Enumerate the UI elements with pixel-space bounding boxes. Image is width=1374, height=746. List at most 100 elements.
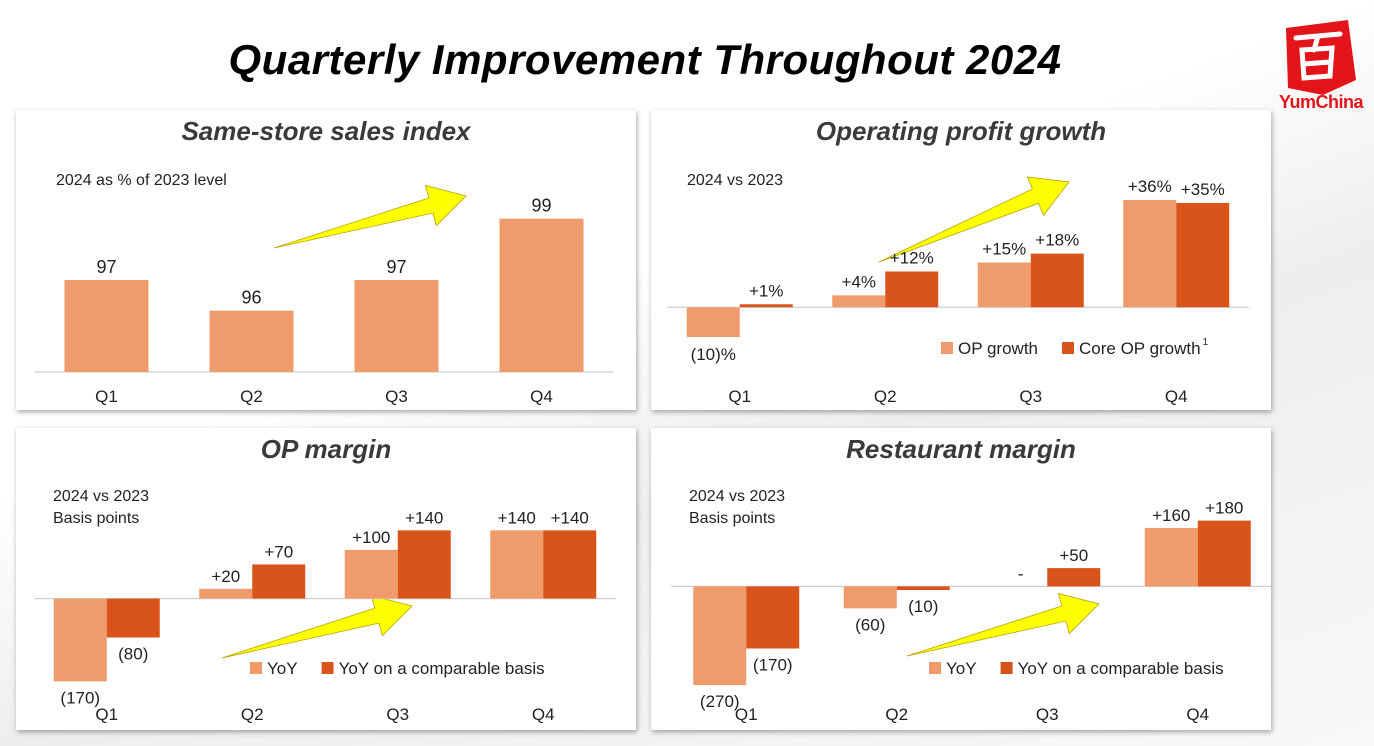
data-label: +4%: [842, 272, 877, 291]
data-label: +1%: [749, 281, 784, 300]
category-label: Q4: [1165, 387, 1188, 406]
data-label: (170): [753, 656, 793, 675]
bar: [106, 598, 160, 638]
subtitle-line: Basis points: [689, 510, 776, 527]
legend-label: YoY on a comparable basis: [1018, 659, 1224, 678]
bar: [64, 280, 149, 372]
chart-subtitle: 2024 vs 2023 Basis points: [53, 486, 149, 530]
bar: [1047, 568, 1101, 587]
category-label: Q1: [735, 705, 758, 724]
bar: [832, 295, 886, 308]
category-label: Q2: [241, 705, 264, 724]
panel-restaurant-margin: Restaurant margin 2024 vs 2023 Basis poi…: [651, 428, 1271, 730]
legend-label: OP growth: [958, 339, 1038, 358]
brand-name: YumChina: [1278, 92, 1364, 112]
bar: [543, 530, 597, 599]
bar: [843, 586, 897, 609]
data-label: +140: [405, 508, 443, 527]
subtitle-line: 2024 vs 2023: [689, 488, 786, 505]
category-label: Q4: [530, 387, 553, 406]
data-label: +36%: [1128, 177, 1172, 196]
subtitle-line: Basis points: [53, 510, 140, 527]
bar: [686, 307, 740, 338]
bar: [53, 598, 107, 682]
data-label: +140: [498, 508, 536, 527]
chart-plot: (170) (80) Q1 +20 +70 Q2 +100 +140 Q3 +140 +140 Q4 Y…: [34, 508, 616, 724]
chart-subtitle: 2024 as % of 2023 level: [56, 170, 227, 192]
bar: [199, 588, 253, 599]
legend-label: YoY: [267, 659, 298, 678]
data-label: +20: [211, 567, 240, 586]
legend-swatch: [1062, 342, 1075, 354]
legend-label: Core OP growth: [1079, 339, 1201, 358]
category-label: Q4: [532, 705, 555, 724]
data-label: +50: [1059, 546, 1088, 565]
bar: [1123, 199, 1177, 308]
trend-arrow-icon: [221, 594, 413, 659]
bar: [1144, 527, 1198, 587]
chart-plot: (10)% +1% Q1 +4% +12% Q2 +15% +18% Q3 +36% +35% Q4 O…: [667, 176, 1249, 406]
chart-plot: 97 Q1 96 Q2 97 Q3 99 Q4: [34, 184, 614, 406]
bar: [1197, 520, 1251, 587]
data-label: (10): [908, 597, 938, 616]
bar: [490, 530, 544, 599]
bar: [896, 586, 950, 591]
category-label: Q2: [240, 387, 263, 406]
data-label: (170): [60, 688, 100, 707]
category-label: Q3: [386, 705, 409, 724]
data-label: (60): [855, 615, 885, 634]
legend-swatch: [1000, 662, 1013, 674]
bar: [1176, 202, 1230, 308]
subtitle-line: 2024 as % of 2023 level: [56, 172, 227, 189]
subtitle-line: 2024 vs 2023: [53, 488, 150, 505]
data-label: (10)%: [691, 345, 736, 364]
bar: [252, 564, 306, 599]
legend-swatch: [929, 662, 941, 674]
category-label: Q1: [728, 387, 751, 406]
data-label: (270): [700, 692, 740, 711]
legend-swatch: [250, 662, 262, 674]
bar: [693, 586, 747, 686]
data-label: 97: [96, 257, 116, 277]
page-title: Quarterly Improvement Throughout 2024: [228, 36, 1062, 83]
panel-operating-profit-growth: Operating profit growth 2024 vs 2023 (10…: [651, 110, 1271, 410]
yumchina-logo: [1286, 20, 1356, 95]
data-label: 99: [531, 196, 551, 216]
legend-swatch: [321, 662, 334, 674]
bar: [746, 586, 800, 649]
panel-title: Operating profit growth: [815, 116, 1107, 146]
panel-title: OP margin: [260, 434, 392, 464]
category-label: Q3: [1036, 705, 1059, 724]
legend-label: YoY on a comparable basis: [339, 659, 545, 678]
trend-arrow-icon: [273, 184, 467, 249]
panel-title: Restaurant margin: [846, 434, 1076, 464]
data-label: +18%: [1035, 231, 1079, 250]
bar: [977, 262, 1031, 308]
legend-swatch: [941, 342, 953, 354]
data-label: +160: [1152, 506, 1190, 525]
bar: [739, 304, 793, 308]
category-label: Q1: [95, 705, 118, 724]
chart-subtitle: 2024 vs 2023 Basis points: [689, 486, 785, 530]
category-label: Q3: [385, 387, 408, 406]
bar: [209, 310, 294, 372]
chart-subtitle: 2024 vs 2023: [687, 170, 783, 192]
bar: [354, 280, 439, 372]
panel-op-margin: OP margin 2024 vs 2023 Basis points (170…: [16, 428, 636, 730]
trend-arrow-icon: [906, 592, 1100, 657]
data-label: +35%: [1181, 180, 1225, 199]
data-label: +100: [352, 528, 390, 547]
legend-superscript: 1: [1203, 337, 1209, 348]
category-label: Q4: [1186, 705, 1209, 724]
chart-plot: (270) (170) Q1 (60) (10) Q2 - +50 Q3 +160 +180 Q4 Yo…: [671, 499, 1271, 724]
bar: [344, 549, 398, 599]
data-label: +15%: [982, 240, 1026, 259]
panel-title: Same-store sales index: [181, 116, 471, 146]
bar: [499, 218, 584, 372]
category-label: Q2: [885, 705, 908, 724]
subtitle-line: 2024 vs 2023: [687, 172, 784, 189]
data-label: 96: [241, 288, 261, 308]
panel-same-store-sales: Same-store sales index 2024 as % of 2023…: [16, 110, 636, 410]
data-label: +140: [551, 508, 589, 527]
category-label: Q1: [95, 387, 118, 406]
